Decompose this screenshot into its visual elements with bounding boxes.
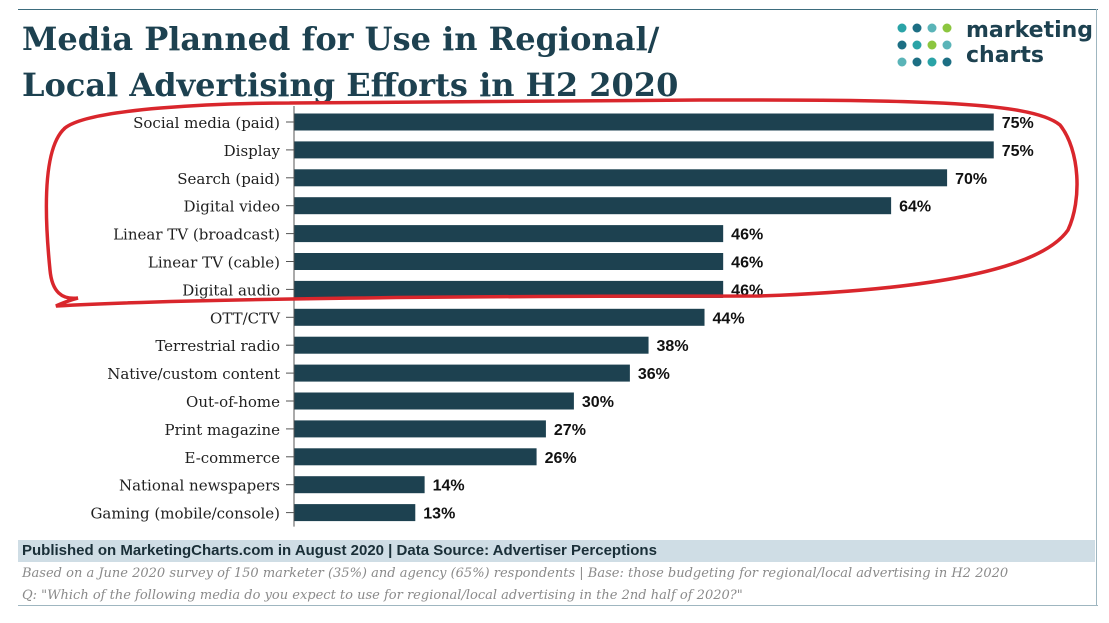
category-label: Digital video [183,198,280,216]
category-label: Linear TV (broadcast) [113,226,280,244]
top-divider [18,9,1098,10]
value-label: 46% [731,255,763,272]
bar [294,364,630,382]
bar [294,308,705,326]
category-label: E-commerce [184,449,280,467]
source-bar: Published on MarketingCharts.com in Augu… [18,540,1095,562]
bar [294,476,425,494]
value-label: 13% [423,506,455,523]
category-label: Print magazine [165,421,281,439]
category-label: Search (paid) [177,170,280,188]
logo-wordmark: marketing charts [966,18,1093,68]
chart-title: Media Planned for Use in Regional/ Local… [22,16,722,108]
logo-dot [942,57,952,67]
right-divider [1096,9,1097,605]
logo-dot [912,57,922,67]
value-label: 70% [955,171,987,188]
category-label: Native/custom content [107,365,280,383]
bar [294,169,948,187]
logo-dot [912,23,922,33]
marketingcharts-logo: marketing charts [896,18,1096,74]
bar [294,225,724,243]
value-label: 38% [657,338,689,355]
value-label: 36% [638,366,670,383]
category-label: National newspapers [119,477,280,495]
bar [294,113,994,131]
bar [294,420,546,438]
chart-title-line1: Media Planned for Use in Regional/ [22,20,660,58]
value-label: 75% [1002,143,1034,160]
bar [294,448,537,466]
value-label: 46% [731,227,763,244]
value-label: 26% [545,450,577,467]
category-label: Display [224,142,281,160]
logo-text-line1: marketing [966,18,1094,43]
value-label: 44% [713,310,745,327]
bar [294,197,892,215]
logo-dot [897,57,907,67]
bar [294,141,994,159]
logo-dot [897,23,907,33]
methodology-note: Based on a June 2020 survey of 150 marke… [22,566,1009,581]
bar [294,253,724,270]
bar [294,280,724,298]
category-label: Gaming (mobile/console) [90,505,280,523]
category-label: Terrestrial radio [155,337,280,355]
bar-chart: Social media (paid) 75% Display 75% Search (… [90,106,1034,527]
category-label: Out-of-home [186,393,280,411]
logo-dot [942,40,952,50]
value-label: 75% [1002,115,1034,132]
value-label: 64% [899,199,931,216]
logo-dots-icon [897,23,952,67]
value-label: 30% [582,394,614,411]
bar [294,392,574,410]
logo-text-line2: charts [966,43,1045,68]
category-label: Digital audio [182,281,280,299]
value-label: 27% [554,422,586,439]
bar [294,504,416,522]
chart-title-line2: Local Advertising Efforts in H2 2020 [22,66,679,104]
question-note: Q: "Which of the following media do you … [22,588,743,603]
logo-dot [912,40,922,50]
category-label: Social media (paid) [133,114,280,132]
value-label: 14% [433,478,465,495]
logo-dot [942,23,952,33]
category-label: OTT/CTV [210,309,281,327]
category-label: Linear TV (cable) [148,254,280,272]
logo-dot [927,40,937,50]
value-label: 46% [731,282,763,299]
bar [294,336,649,354]
bottom-divider [18,605,1098,606]
logo-dot [927,57,937,67]
logo-dot [927,23,937,33]
logo-dot [897,40,907,50]
